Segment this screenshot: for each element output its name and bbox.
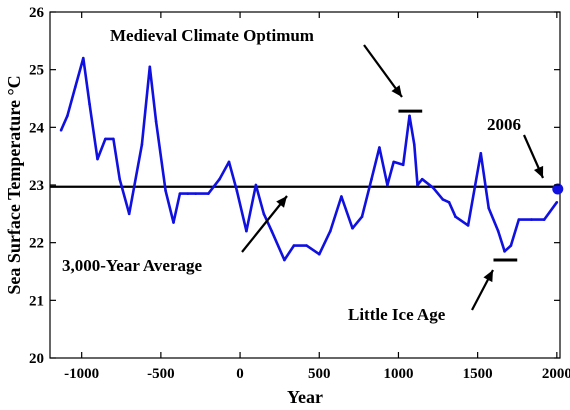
data-point bbox=[178, 192, 182, 195]
data-point bbox=[148, 65, 152, 69]
data-point bbox=[262, 212, 266, 216]
data-point bbox=[370, 177, 373, 181]
data-point bbox=[74, 85, 77, 89]
y-axis-title: Sea Surface Temperature °C bbox=[4, 75, 24, 294]
data-point bbox=[386, 183, 389, 187]
year-2006-marker bbox=[552, 183, 564, 195]
data-point bbox=[96, 157, 99, 161]
data-point bbox=[530, 218, 533, 221]
data-point bbox=[412, 143, 416, 146]
data-point bbox=[441, 198, 445, 201]
data-point bbox=[408, 114, 411, 118]
data-point bbox=[112, 137, 115, 141]
data-point bbox=[227, 160, 231, 164]
temperature-series bbox=[59, 56, 564, 262]
data-point bbox=[392, 160, 395, 164]
temperature-line bbox=[59, 56, 558, 262]
x-tick-label: 0 bbox=[236, 366, 244, 382]
data-point bbox=[104, 137, 107, 141]
data-point bbox=[447, 201, 451, 204]
y-tick-label: 20 bbox=[29, 351, 44, 367]
data-point bbox=[340, 195, 343, 198]
data-point bbox=[305, 244, 308, 247]
data-point bbox=[235, 189, 239, 193]
data-point bbox=[218, 177, 221, 181]
x-axis-title: Year bbox=[287, 387, 323, 407]
little-ice-age-annotation-label: Little Ice Age bbox=[348, 305, 446, 324]
data-point bbox=[66, 114, 69, 118]
medieval-optimum-annotation-label: Medieval Climate Optimum bbox=[110, 26, 314, 45]
data-point bbox=[555, 201, 559, 204]
data-point bbox=[254, 183, 258, 187]
plot-frame bbox=[49, 11, 561, 359]
average-arrow-head bbox=[276, 196, 287, 208]
year-2006-arrow-head bbox=[533, 165, 544, 178]
x-tick-label: -1000 bbox=[64, 366, 99, 382]
data-point bbox=[496, 229, 500, 233]
data-point bbox=[59, 128, 63, 132]
data-point bbox=[270, 229, 274, 233]
data-point bbox=[351, 226, 354, 230]
data-point bbox=[378, 146, 381, 149]
data-point bbox=[454, 215, 457, 219]
data-point bbox=[245, 229, 248, 233]
average-arrow bbox=[241, 195, 288, 253]
y-tick-label: 21 bbox=[29, 293, 44, 309]
data-point bbox=[466, 224, 470, 227]
data-point bbox=[186, 192, 190, 195]
x-tick-label: 2000 bbox=[542, 366, 570, 382]
x-tick-label: 1500 bbox=[463, 366, 493, 382]
y-tick-label: 26 bbox=[29, 5, 45, 21]
plot-border bbox=[49, 11, 561, 359]
y-axis-ticks: 20 21 22 23 24 25 26 bbox=[29, 5, 560, 367]
data-point bbox=[420, 177, 424, 181]
x-tick-label: -500 bbox=[147, 366, 175, 382]
little-ice-age-arrow-head bbox=[483, 270, 493, 283]
y-tick-label: 25 bbox=[29, 63, 44, 79]
x-axis-ticks: -1000 -500 0 500 1000 1500 2000 bbox=[64, 12, 570, 382]
average-annotation-label: 3,000-Year Average bbox=[62, 256, 203, 275]
data-point bbox=[172, 221, 175, 224]
y-tick-label: 24 bbox=[29, 120, 45, 136]
data-point bbox=[401, 163, 405, 167]
data-point bbox=[487, 206, 491, 210]
data-point bbox=[88, 102, 91, 106]
data-point bbox=[292, 244, 296, 247]
data-point bbox=[479, 151, 483, 155]
annotations bbox=[241, 44, 545, 311]
y-tick-label: 23 bbox=[29, 178, 44, 194]
data-point bbox=[154, 120, 158, 123]
data-point bbox=[503, 250, 506, 253]
data-point bbox=[416, 183, 419, 187]
data-point bbox=[207, 192, 210, 195]
medieval-optimum-arrow-head bbox=[391, 85, 402, 97]
data-point bbox=[118, 177, 121, 181]
x-tick-label: 500 bbox=[308, 366, 331, 382]
data-point bbox=[329, 229, 332, 233]
data-point bbox=[140, 143, 144, 146]
data-point bbox=[431, 186, 435, 190]
data-point bbox=[542, 218, 546, 221]
data-point bbox=[517, 218, 521, 221]
data-point bbox=[360, 215, 364, 219]
data-point bbox=[194, 192, 198, 195]
data-point bbox=[283, 258, 286, 262]
data-point bbox=[127, 212, 131, 216]
data-point bbox=[509, 244, 513, 247]
data-point bbox=[317, 252, 321, 256]
data-point bbox=[81, 56, 85, 60]
data-point bbox=[164, 189, 167, 193]
year-2006-annotation-label: 2006 bbox=[487, 115, 521, 134]
y-tick-label: 22 bbox=[29, 236, 44, 252]
x-tick-label: 1000 bbox=[383, 366, 413, 382]
